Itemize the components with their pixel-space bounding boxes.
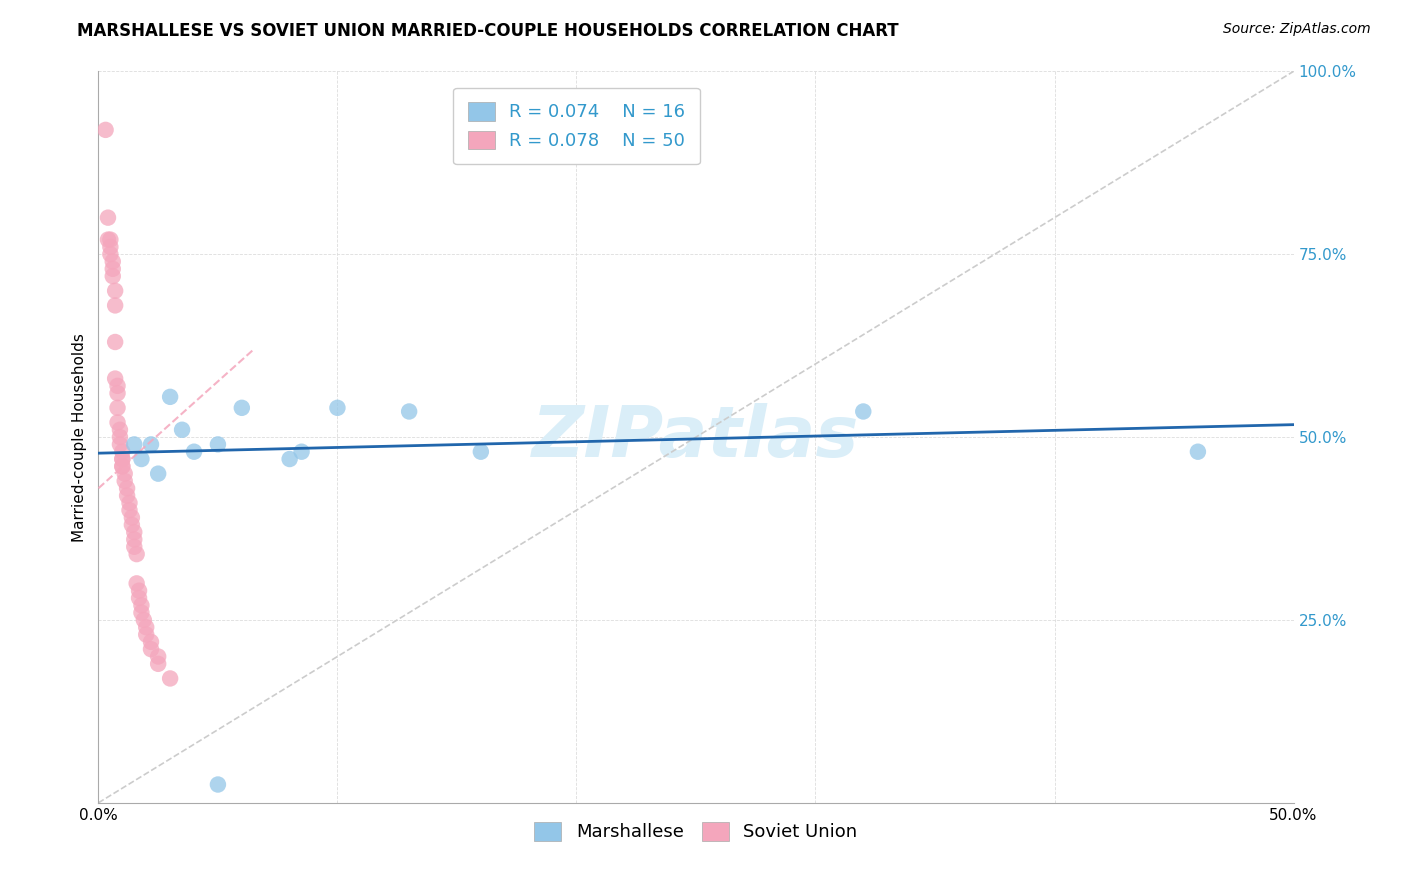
Text: Source: ZipAtlas.com: Source: ZipAtlas.com	[1223, 22, 1371, 37]
Point	[128, 583, 150, 598]
Point	[104, 284, 127, 298]
Point	[107, 379, 129, 393]
Point	[111, 459, 134, 474]
Text: MARSHALLESE VS SOVIET UNION MARRIED-COUPLE HOUSEHOLDS CORRELATION CHART: MARSHALLESE VS SOVIET UNION MARRIED-COUP…	[77, 22, 898, 40]
Point	[101, 269, 124, 284]
Point	[139, 642, 162, 657]
Point	[98, 233, 122, 247]
Point	[97, 211, 120, 225]
Point	[148, 657, 170, 671]
Point	[114, 467, 136, 481]
Point	[135, 627, 157, 641]
Point	[97, 233, 120, 247]
Point	[107, 401, 129, 415]
Point	[111, 452, 134, 467]
Point	[132, 613, 155, 627]
Point	[101, 261, 124, 276]
Point	[124, 540, 146, 554]
Point	[159, 672, 181, 686]
Point	[111, 444, 134, 458]
Point	[139, 635, 162, 649]
Point	[398, 404, 420, 418]
Point	[115, 489, 138, 503]
Point	[326, 401, 349, 415]
Point	[104, 371, 127, 385]
Point	[124, 533, 146, 547]
Point	[135, 620, 157, 634]
Point	[852, 404, 875, 418]
Point	[159, 390, 181, 404]
Point	[98, 240, 122, 254]
Point	[104, 334, 127, 349]
Point	[207, 437, 229, 451]
Point	[108, 423, 131, 437]
Point	[98, 247, 122, 261]
Point	[104, 298, 127, 312]
Point	[128, 591, 150, 605]
Point	[107, 416, 129, 430]
Point	[131, 606, 153, 620]
Y-axis label: Married-couple Households: Married-couple Households	[72, 333, 87, 541]
Point	[114, 474, 136, 488]
Point	[121, 510, 143, 524]
Point	[118, 496, 141, 510]
Point	[125, 576, 148, 591]
Point	[121, 517, 143, 532]
Legend: Marshallese, Soviet Union: Marshallese, Soviet Union	[527, 814, 865, 848]
Point	[107, 386, 129, 401]
Point	[111, 459, 134, 474]
Point	[148, 467, 170, 481]
Point	[94, 123, 117, 137]
Point	[207, 778, 229, 792]
Point	[1187, 444, 1209, 458]
Point	[131, 599, 153, 613]
Point	[139, 437, 162, 451]
Point	[291, 444, 314, 458]
Point	[148, 649, 170, 664]
Point	[108, 437, 131, 451]
Point	[125, 547, 148, 561]
Point	[172, 423, 194, 437]
Point	[278, 452, 301, 467]
Point	[124, 437, 146, 451]
Point	[124, 525, 146, 540]
Text: ZIPatlas: ZIPatlas	[533, 402, 859, 472]
Point	[101, 254, 124, 268]
Point	[115, 481, 138, 495]
Point	[108, 430, 131, 444]
Point	[118, 503, 141, 517]
Point	[183, 444, 205, 458]
Point	[231, 401, 253, 415]
Point	[111, 452, 134, 467]
Point	[470, 444, 492, 458]
Point	[131, 452, 153, 467]
